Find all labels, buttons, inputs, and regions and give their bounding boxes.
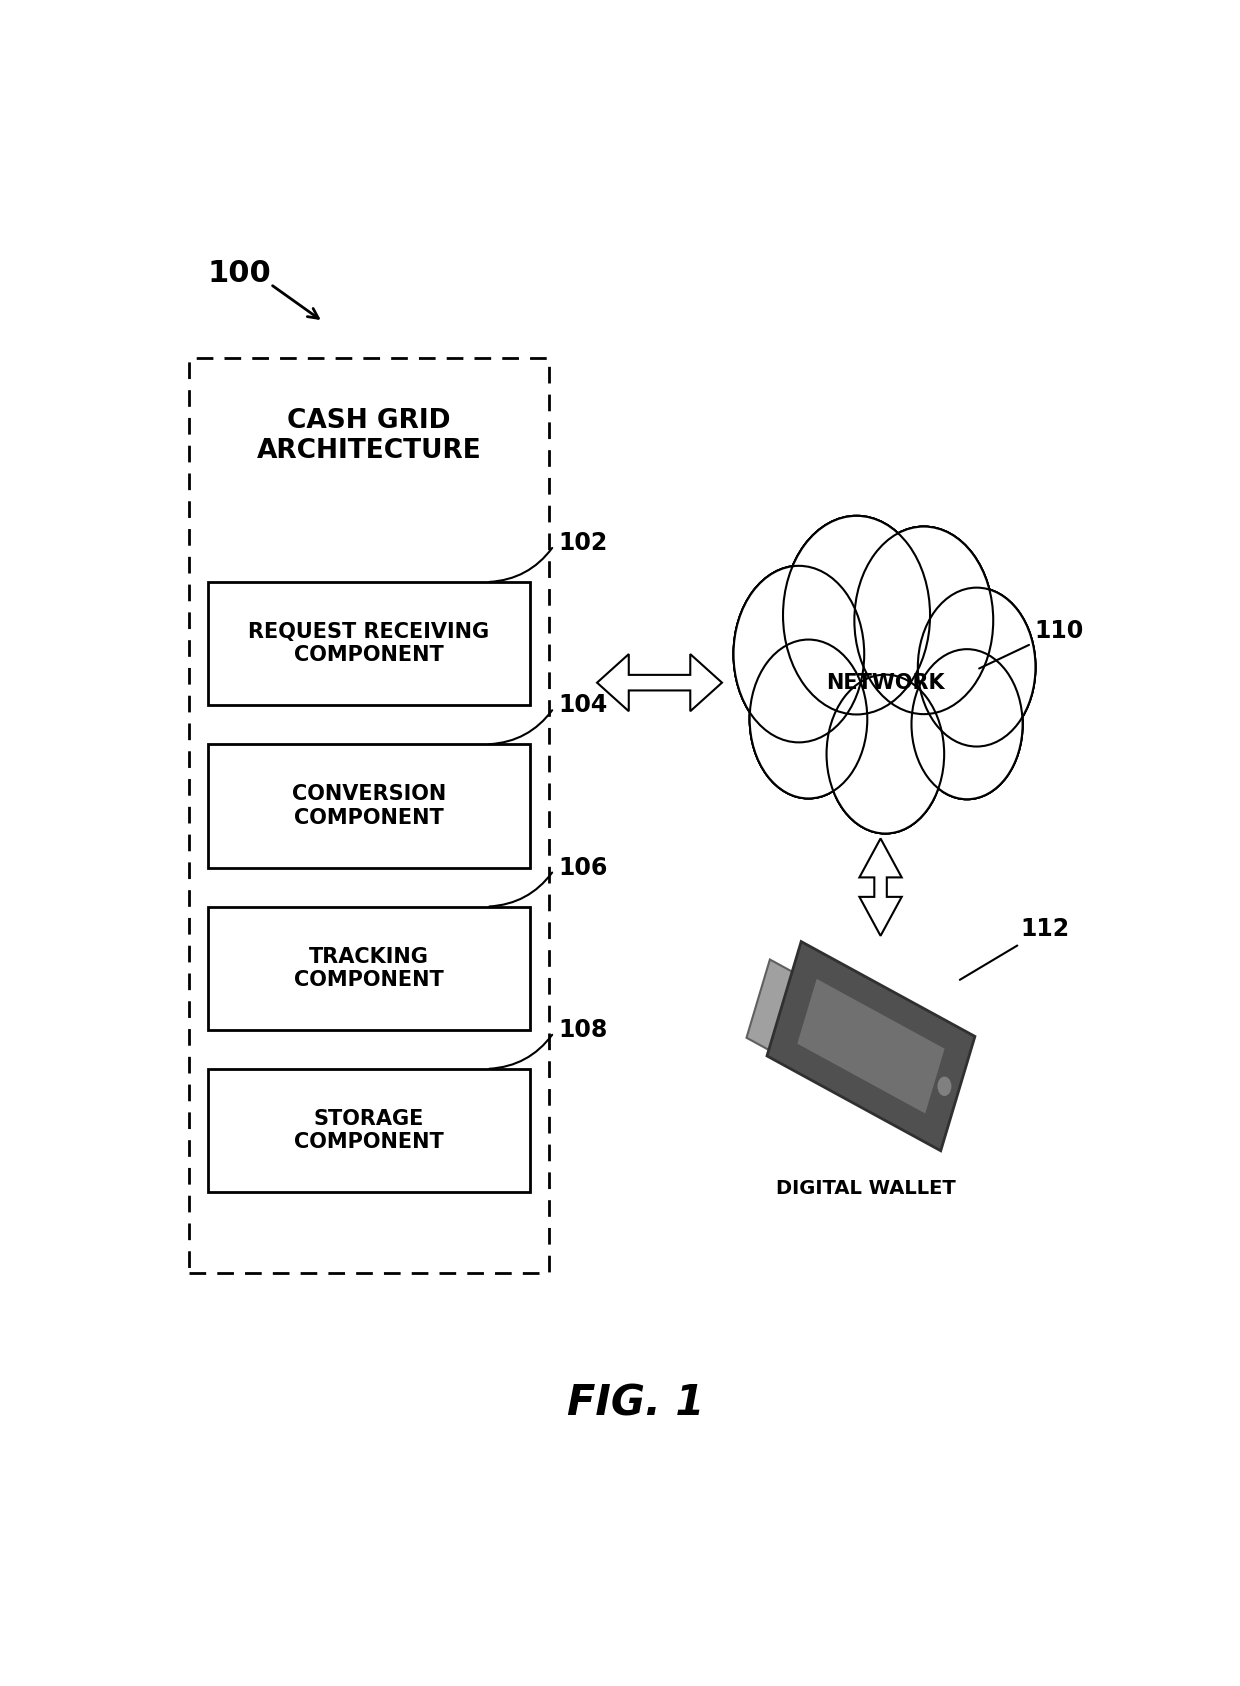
Text: TRACKING
COMPONENT: TRACKING COMPONENT <box>294 946 444 990</box>
Circle shape <box>734 566 863 742</box>
Circle shape <box>782 516 930 715</box>
Circle shape <box>854 526 993 715</box>
Circle shape <box>919 588 1035 745</box>
Bar <box>208 907 529 1030</box>
Bar <box>208 744 529 868</box>
Polygon shape <box>796 978 945 1114</box>
Text: 104: 104 <box>559 693 608 717</box>
Polygon shape <box>859 838 901 936</box>
Circle shape <box>784 518 929 713</box>
Circle shape <box>856 528 992 713</box>
Text: 108: 108 <box>559 1018 608 1042</box>
Text: STORAGE
COMPONENT: STORAGE COMPONENT <box>294 1109 444 1152</box>
Circle shape <box>735 568 862 740</box>
Text: 102: 102 <box>559 531 608 555</box>
Circle shape <box>827 676 944 833</box>
Text: CASH GRID
ARCHITECTURE: CASH GRID ARCHITECTURE <box>257 408 481 464</box>
Circle shape <box>920 590 1034 744</box>
Circle shape <box>750 639 867 799</box>
Circle shape <box>785 519 928 711</box>
Circle shape <box>827 674 944 833</box>
Text: 110: 110 <box>980 619 1084 668</box>
Bar <box>208 1069 529 1192</box>
Text: 100: 100 <box>208 260 272 288</box>
Bar <box>208 582 529 705</box>
Text: 112: 112 <box>960 917 1069 980</box>
Circle shape <box>911 649 1023 799</box>
Circle shape <box>913 651 1021 797</box>
Text: REQUEST RECEIVING
COMPONENT: REQUEST RECEIVING COMPONENT <box>248 622 490 666</box>
Circle shape <box>734 566 864 742</box>
Text: FIG. 1: FIG. 1 <box>567 1383 704 1425</box>
Polygon shape <box>596 654 722 711</box>
Circle shape <box>936 1076 952 1096</box>
Polygon shape <box>746 959 926 1123</box>
Circle shape <box>787 550 983 814</box>
Text: 106: 106 <box>559 856 608 880</box>
Circle shape <box>913 649 1022 799</box>
Circle shape <box>750 641 867 797</box>
Bar <box>188 357 549 1273</box>
Circle shape <box>751 642 866 796</box>
Circle shape <box>857 529 991 711</box>
Polygon shape <box>768 941 975 1152</box>
Circle shape <box>828 678 942 831</box>
Text: NETWORK: NETWORK <box>826 673 945 693</box>
Text: DIGITAL WALLET: DIGITAL WALLET <box>776 1180 956 1199</box>
Circle shape <box>918 588 1035 747</box>
Text: CONVERSION
COMPONENT: CONVERSION COMPONENT <box>291 784 446 828</box>
